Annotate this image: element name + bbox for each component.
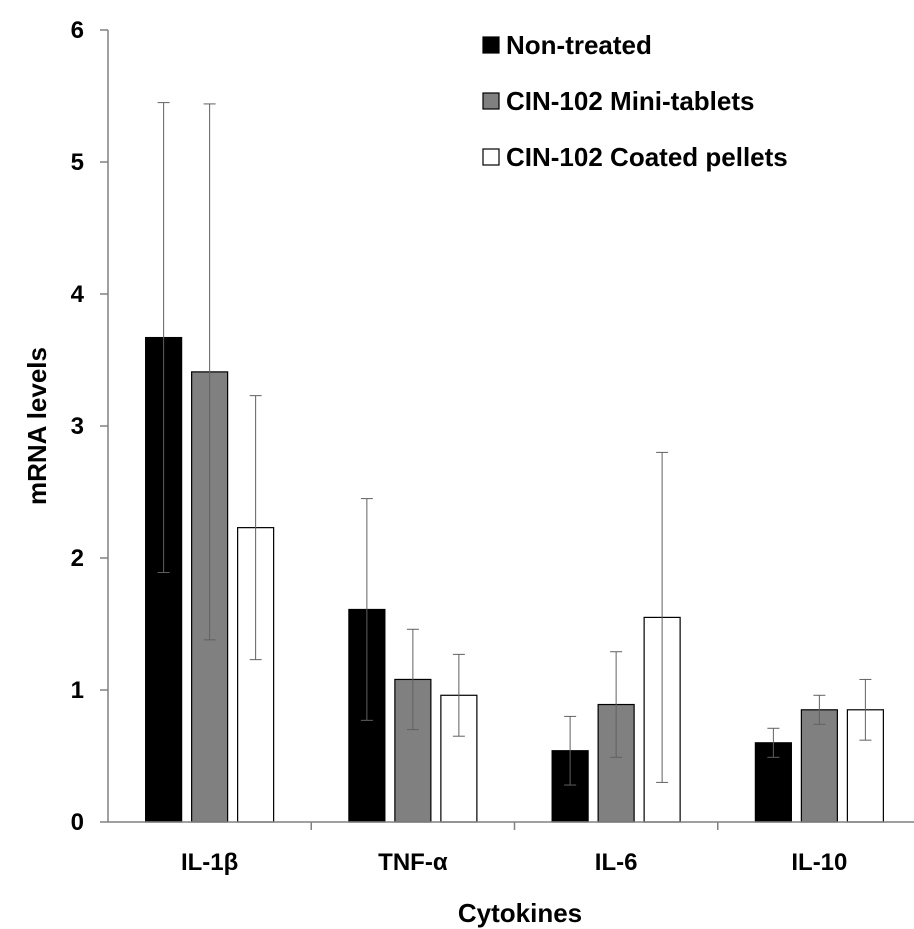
y-tick-label: 4	[71, 281, 85, 308]
legend-swatch	[482, 36, 500, 54]
x-ticks-layer: IL-1β TNF-α IL-6 IL-10	[181, 822, 847, 876]
error-bar	[157, 102, 170, 574]
x-tick-label: IL-10	[791, 849, 847, 876]
error-bar	[452, 653, 465, 737]
error-bar	[360, 498, 373, 721]
error-bar	[249, 395, 262, 661]
y-tick-label: 2	[71, 545, 84, 572]
bars-layer	[145, 336, 884, 823]
y-tick-label: 3	[71, 413, 84, 440]
legend-swatch	[482, 92, 500, 110]
legend-item: Non-treated	[482, 30, 652, 60]
error-bar	[610, 651, 623, 758]
legend-label: CIN-102 Coated pellets	[506, 142, 788, 172]
error-bar	[406, 628, 419, 731]
x-tick-label: TNF-α	[378, 849, 448, 876]
error-bar	[203, 103, 216, 641]
error-bar	[767, 727, 780, 758]
legend-item: CIN-102 Mini-tablets	[482, 86, 755, 116]
legend-item: CIN-102 Coated pellets	[482, 142, 788, 172]
error-bar	[859, 678, 872, 741]
legend-label: Non-treated	[506, 30, 652, 60]
y-tick-label: 5	[71, 149, 84, 176]
error-bar	[656, 451, 669, 783]
error-bar	[813, 694, 826, 725]
legend-label: CIN-102 Mini-tablets	[506, 86, 755, 116]
x-tick-label: IL-6	[595, 849, 638, 876]
error-bar	[564, 715, 577, 786]
y-tick-label: 1	[71, 677, 84, 704]
x-axis-title: Cytokines	[458, 898, 582, 928]
y-ticks-layer: 0 1 2 3 4 5 6	[71, 17, 108, 836]
bar	[800, 709, 838, 823]
y-tick-label: 0	[71, 809, 84, 836]
legend-swatch	[482, 148, 500, 166]
y-tick-label: 6	[71, 17, 84, 44]
bar	[754, 742, 792, 823]
x-tick-label: IL-1β	[181, 849, 238, 876]
y-axis-title: mRNA levels	[22, 347, 52, 505]
legend: Non-treated CIN-102 Mini-tablets CIN-102 C…	[482, 30, 788, 172]
error-bars-layer	[157, 102, 872, 786]
